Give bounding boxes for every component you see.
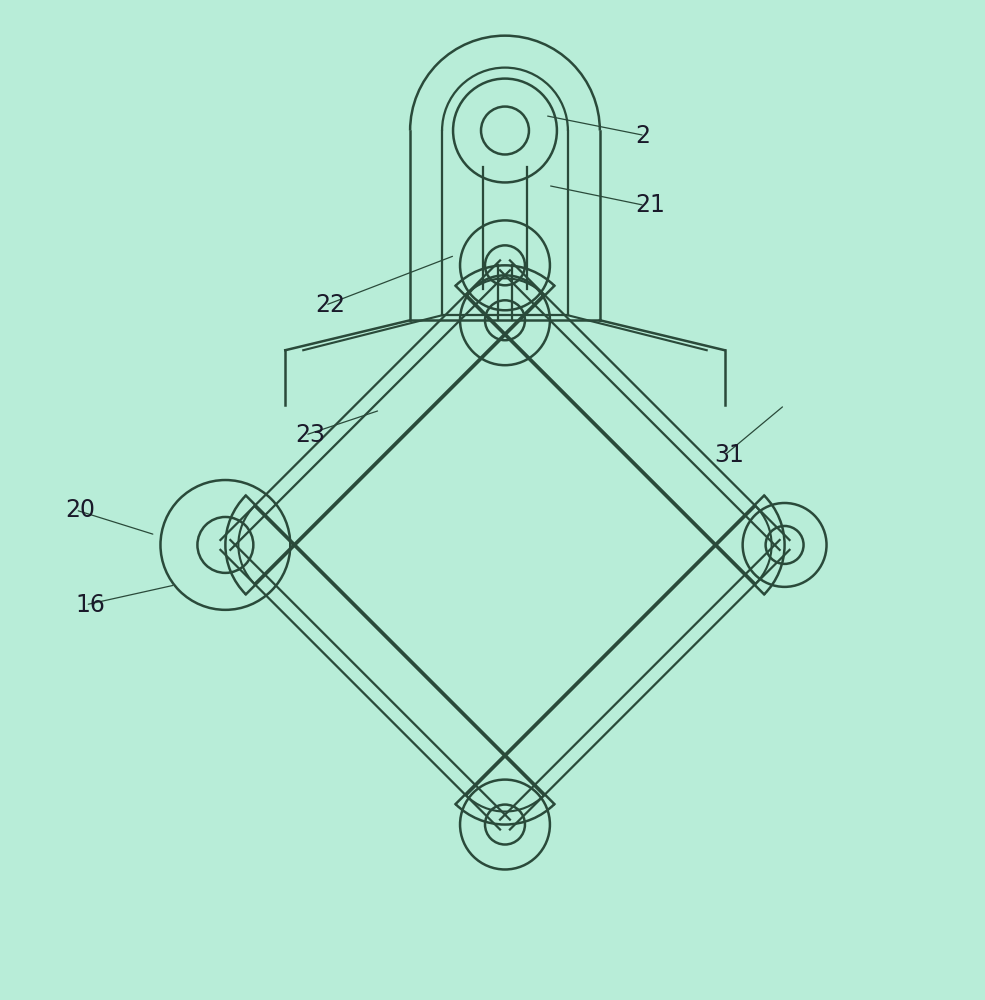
Text: 23: 23 xyxy=(296,423,325,447)
Text: 2: 2 xyxy=(634,124,650,148)
Text: 21: 21 xyxy=(634,193,665,217)
Text: 31: 31 xyxy=(715,443,745,467)
Text: 20: 20 xyxy=(66,498,96,522)
Text: 16: 16 xyxy=(76,593,105,617)
Text: 22: 22 xyxy=(315,293,346,317)
